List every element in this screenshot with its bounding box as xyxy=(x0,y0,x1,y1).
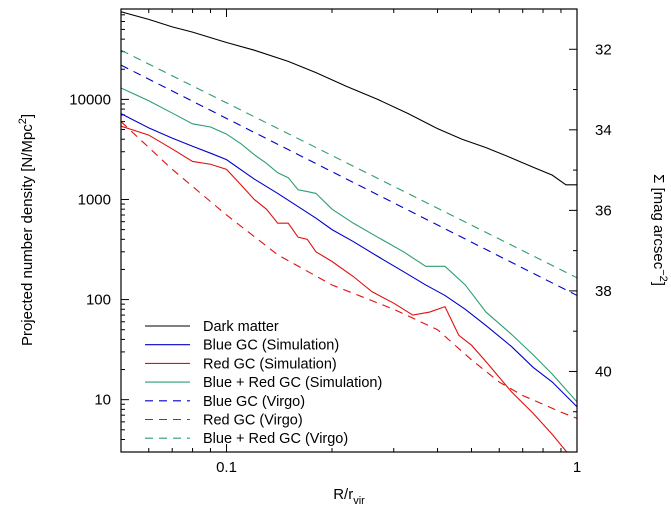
legend-label: Blue GC (Virgo) xyxy=(203,394,305,410)
plot-frame xyxy=(120,8,578,453)
y2-tick-label: 36 xyxy=(595,202,612,219)
series-line-6 xyxy=(121,121,577,419)
series-line-4 xyxy=(121,87,577,403)
legend-label: Red GC (Virgo) xyxy=(203,413,303,429)
legend-label: Blue + Red GC (Virgo) xyxy=(203,431,348,447)
legend-label: Blue GC (Simulation) xyxy=(203,338,339,354)
series-line-7 xyxy=(121,49,577,279)
x-tick-label: 1 xyxy=(573,459,581,476)
y-tick-label: 10000 xyxy=(69,91,111,108)
y-axis-label-superscript: 2 xyxy=(17,118,29,124)
y2-tick-label: 34 xyxy=(595,122,612,139)
axes: 0.1 1 10 100 1000 10000 32 34 36 38 40 xyxy=(69,8,612,476)
x-axis-label-subscript: vir xyxy=(353,495,365,507)
y-axis-label: Projected number density [N/Mpc2] xyxy=(17,114,36,346)
series-line-1 xyxy=(121,11,577,186)
y-tick-label: 100 xyxy=(86,292,111,309)
y2-tick-label: 38 xyxy=(595,283,612,300)
y2-axis-label: Σ [mag arcsec−2] xyxy=(650,174,669,286)
series-line-2 xyxy=(121,113,577,408)
y2-axis-label-superscript: −2 xyxy=(657,269,669,282)
legend: Dark matter Blue GC (Simulation) Red GC (S… xyxy=(145,319,382,447)
series-line-5 xyxy=(121,64,577,296)
y2-tick-label: 40 xyxy=(595,363,612,380)
y-tick-label: 1000 xyxy=(78,191,111,208)
y-tick-label: 10 xyxy=(94,392,111,409)
legend-label: Red GC (Simulation) xyxy=(203,356,337,372)
y2-tick-label: 32 xyxy=(595,41,612,58)
legend-label: Blue + Red GC (Simulation) xyxy=(203,375,382,391)
series-line-3 xyxy=(121,125,568,452)
series-layer xyxy=(121,11,577,452)
x-tick-label: 0.1 xyxy=(216,459,237,476)
legend-label: Dark matter xyxy=(203,319,279,335)
x-axis-label: R/rvir xyxy=(333,486,365,507)
